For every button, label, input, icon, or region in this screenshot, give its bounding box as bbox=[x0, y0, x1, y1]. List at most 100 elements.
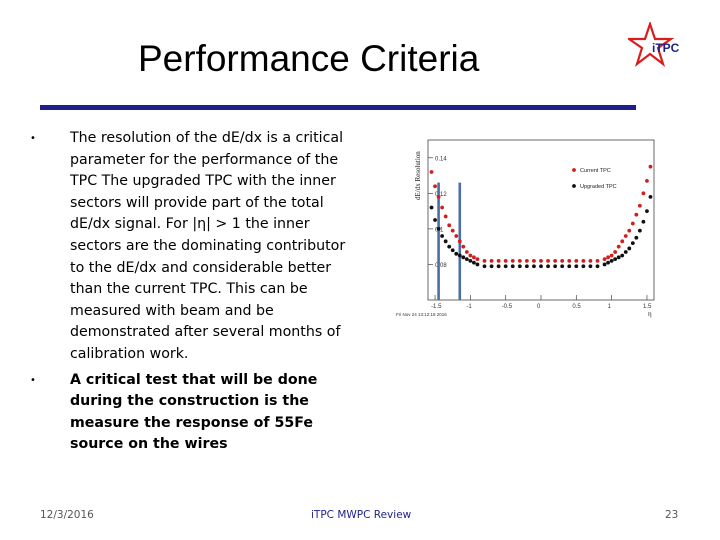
upgraded-tpc-point bbox=[630, 241, 635, 246]
current-tpc-point bbox=[546, 258, 550, 263]
upgraded-tpc-point bbox=[637, 228, 642, 233]
current-tpc-point bbox=[648, 164, 653, 169]
x-corner-label: η bbox=[648, 310, 652, 318]
x-tick-label: -1.5 bbox=[431, 304, 442, 310]
upgraded-tpc-point bbox=[496, 264, 501, 269]
upgraded-tpc-point bbox=[634, 235, 639, 240]
upgraded-tpc-point bbox=[510, 264, 515, 269]
current-tpc-point bbox=[524, 258, 529, 263]
upgraded-tpc-point bbox=[457, 253, 462, 258]
upgraded-tpc-point bbox=[472, 260, 476, 265]
bullet-text: A critical test that will be done during… bbox=[70, 371, 318, 453]
bullet-marker: • bbox=[30, 374, 36, 386]
x-tick-label: 0 bbox=[537, 304, 541, 310]
logo-text: iTPC bbox=[652, 41, 680, 55]
bullet-marker: • bbox=[30, 133, 36, 144]
y-tick-label: 0.14 bbox=[435, 156, 447, 162]
upgraded-tpc-point bbox=[616, 255, 621, 260]
upgraded-tpc-point bbox=[595, 264, 600, 269]
bullet-list: • The resolution of the dE/dx is a criti… bbox=[30, 128, 350, 460]
upgraded-tpc-point bbox=[546, 264, 550, 269]
upgraded-tpc-point bbox=[482, 264, 487, 269]
current-tpc-point bbox=[630, 221, 635, 226]
upgraded-tpc-point bbox=[539, 264, 543, 269]
current-tpc-point bbox=[468, 253, 473, 258]
x-tick-label: 0.5 bbox=[572, 304, 581, 310]
current-tpc-point bbox=[532, 258, 536, 263]
current-tpc-point bbox=[581, 258, 586, 263]
current-tpc-point bbox=[464, 250, 469, 254]
current-tpc-point bbox=[595, 258, 600, 263]
upgraded-tpc-point bbox=[581, 264, 586, 269]
upgraded-tpc-point bbox=[429, 205, 434, 210]
upgraded-tpc-point bbox=[588, 264, 593, 269]
current-tpc-point bbox=[510, 258, 515, 263]
current-tpc-point bbox=[645, 178, 649, 183]
upgraded-tpc-point bbox=[613, 257, 618, 262]
current-tpc-point bbox=[609, 253, 614, 258]
current-tpc-point bbox=[489, 258, 494, 263]
current-tpc-point bbox=[602, 257, 607, 262]
current-tpc-point bbox=[560, 258, 565, 263]
current-tpc-point bbox=[606, 255, 610, 260]
upgraded-tpc-point bbox=[436, 226, 441, 231]
legend-label: Upgraded TPC bbox=[580, 184, 617, 190]
current-tpc-point bbox=[539, 258, 543, 263]
current-tpc-point bbox=[443, 214, 448, 219]
page-number: 23 bbox=[665, 509, 679, 521]
current-tpc-point bbox=[637, 203, 642, 208]
x-tick-label: 1 bbox=[608, 304, 612, 310]
upgraded-tpc-point bbox=[648, 194, 653, 199]
upgraded-tpc-point bbox=[641, 219, 646, 224]
upgraded-tpc-point bbox=[447, 244, 452, 249]
upgraded-tpc-point bbox=[627, 246, 632, 251]
upgraded-tpc-point bbox=[645, 209, 649, 214]
upgraded-tpc-point bbox=[440, 234, 445, 238]
current-tpc-point bbox=[613, 250, 618, 254]
current-tpc-point bbox=[588, 258, 593, 263]
upgraded-tpc-point bbox=[606, 260, 610, 265]
dedx-resolution-plot: 0.080.10.120.14-1.5-1-0.500.511.5dE/dx R… bbox=[396, 139, 655, 318]
upgraded-tpc-point bbox=[532, 264, 536, 269]
current-tpc-point bbox=[433, 184, 437, 189]
plot-timestamp: Fri Nov 24 13:12:18 2016 bbox=[396, 312, 447, 317]
current-tpc-point bbox=[627, 228, 632, 233]
footer-title: iTPC MWPC Review bbox=[311, 509, 412, 521]
current-tpc-point bbox=[472, 255, 476, 260]
upgraded-tpc-point bbox=[553, 264, 558, 269]
current-tpc-point bbox=[496, 258, 501, 263]
upgraded-tpc-point bbox=[443, 239, 448, 244]
legend-label: Current TPC bbox=[580, 168, 611, 174]
current-tpc-point bbox=[574, 258, 579, 263]
y-tick-label: 0.12 bbox=[435, 192, 447, 198]
upgraded-tpc-point bbox=[560, 264, 565, 269]
current-tpc-point bbox=[567, 258, 572, 263]
current-tpc-point bbox=[450, 228, 455, 233]
current-tpc-point bbox=[634, 212, 639, 217]
legend-marker bbox=[572, 168, 576, 172]
y-axis-label: dE/dx Resolution bbox=[414, 151, 422, 200]
upgraded-tpc-point bbox=[450, 248, 455, 253]
current-tpc-point bbox=[447, 223, 452, 228]
current-tpc-point bbox=[517, 258, 522, 263]
current-tpc-point bbox=[641, 191, 646, 196]
title-divider bbox=[40, 105, 636, 110]
bullet-text: The resolution of the dE/dx is a critica… bbox=[70, 130, 346, 362]
bullet-item: • The resolution of the dE/dx is a criti… bbox=[30, 128, 350, 366]
current-tpc-point bbox=[436, 194, 441, 199]
x-tick-label: -0.5 bbox=[502, 304, 513, 310]
upgraded-tpc-point bbox=[475, 262, 480, 267]
current-tpc-point bbox=[461, 244, 466, 249]
upgraded-tpc-point bbox=[454, 251, 459, 256]
upgraded-tpc-point bbox=[489, 264, 494, 269]
current-tpc-point bbox=[482, 258, 487, 263]
upgraded-tpc-point bbox=[623, 250, 628, 254]
upgraded-tpc-point bbox=[464, 257, 469, 262]
current-tpc-point bbox=[457, 239, 462, 244]
current-tpc-point bbox=[623, 234, 628, 238]
current-tpc-point bbox=[503, 258, 508, 263]
legend-marker bbox=[572, 184, 576, 188]
current-tpc-point bbox=[475, 257, 480, 262]
current-tpc-point bbox=[553, 258, 558, 263]
bullet-item: • A critical test that will be done duri… bbox=[30, 370, 350, 456]
